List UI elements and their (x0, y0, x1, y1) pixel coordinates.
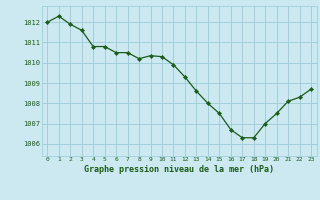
X-axis label: Graphe pression niveau de la mer (hPa): Graphe pression niveau de la mer (hPa) (84, 165, 274, 174)
